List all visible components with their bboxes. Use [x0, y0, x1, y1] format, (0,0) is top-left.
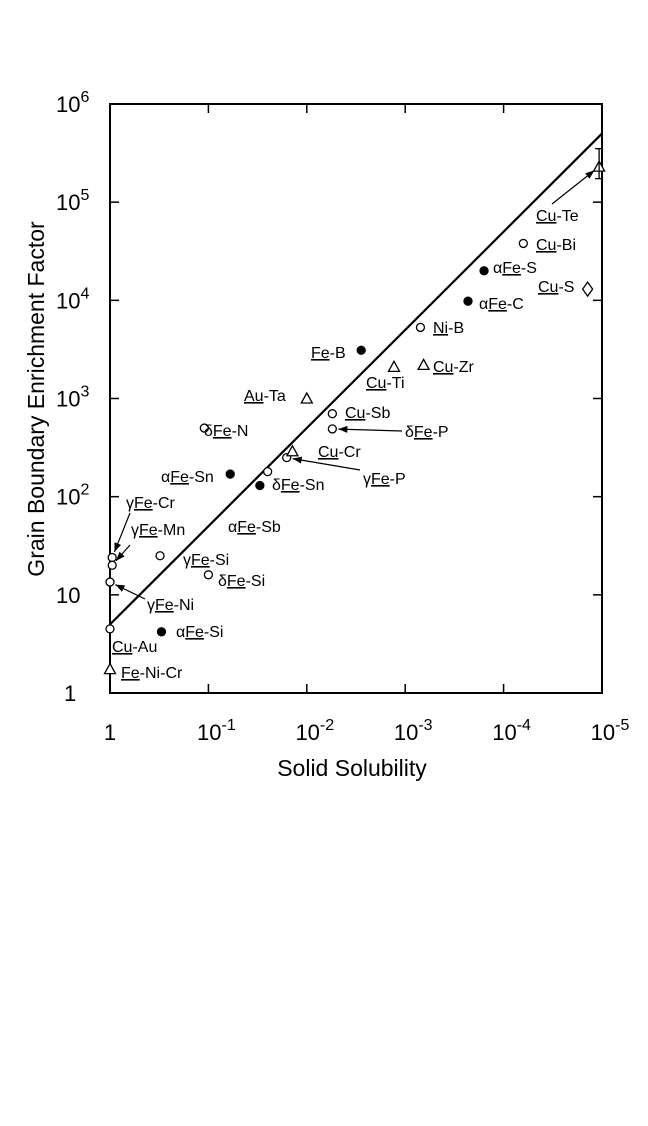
- callout-arrow: [292, 458, 361, 471]
- point-label: δFe-P: [405, 424, 449, 441]
- point-label: γFe-Mn: [131, 522, 185, 539]
- data-point: [105, 624, 115, 634]
- y-tick-label: 102: [56, 482, 89, 510]
- point-label: δFe-Sn: [272, 477, 324, 494]
- y-axis-title: Grain Boundary Enrichment Factor: [23, 221, 49, 577]
- data-point: [285, 444, 300, 457]
- point-label: αFe-Si: [176, 624, 223, 641]
- data-point: [155, 551, 165, 561]
- point-label: Cu-Sb: [345, 405, 390, 422]
- x-tick-label: 10-1: [197, 717, 236, 745]
- fit-line: [109, 132, 603, 626]
- point-label: γFe-Si: [183, 552, 229, 569]
- data-point: [255, 480, 265, 491]
- data-points: [103, 148, 606, 675]
- point-label: αFe-C: [479, 296, 524, 313]
- point-label: αFe-S: [493, 260, 537, 277]
- x-tick-label: 10-3: [394, 717, 433, 745]
- point-label: γFe-Ni: [147, 597, 194, 614]
- point-label: δFe-Si: [218, 573, 265, 590]
- point-label: γFe-Cr: [126, 495, 176, 512]
- data-point: [327, 424, 337, 434]
- data-point: [479, 266, 489, 276]
- point-label: Cu-Cr: [318, 444, 361, 461]
- y-tick-label: 10: [56, 583, 80, 608]
- callout-arrowhead: [585, 170, 595, 179]
- x-tick-label: 10-5: [591, 717, 630, 745]
- point-label: Au-Ta: [244, 388, 286, 405]
- point-label: Cu-Zr: [433, 359, 475, 376]
- callout-arrowhead: [292, 456, 303, 464]
- point-label: αFe-Sb: [228, 519, 281, 536]
- data-point: [415, 322, 426, 333]
- data-point: [356, 345, 366, 355]
- data-point: [463, 296, 473, 306]
- tick-labels: 1 10-1 10-2 10-3 10-4 10-5 1 10 102 103 104 105 106: [56, 89, 629, 745]
- point-label: Cu-Au: [112, 639, 157, 656]
- data-point: [156, 627, 167, 637]
- x-tick-label: 10-2: [295, 717, 334, 745]
- callout-arrowhead: [115, 584, 126, 592]
- data-point: [518, 238, 528, 249]
- axis-ticks: [109, 103, 603, 694]
- point-label: Cu-Te: [536, 208, 579, 225]
- point-label: Fe-B: [311, 345, 346, 362]
- data-point: [107, 552, 117, 563]
- data-point: [103, 662, 117, 675]
- y-tick-label: 1: [64, 681, 76, 706]
- point-label: αFe-Sn: [161, 469, 214, 486]
- data-point: [105, 577, 115, 587]
- x-tick-label: 10-4: [492, 717, 531, 745]
- data-point: [417, 358, 431, 371]
- point-label: Cu-Ti: [366, 375, 405, 392]
- callout-arrow: [338, 428, 403, 432]
- data-point: [581, 281, 594, 298]
- data-point: [262, 466, 273, 477]
- callout-arrow: [551, 169, 595, 205]
- callout-arrowhead: [116, 551, 125, 561]
- point-label: δFe-N: [204, 423, 248, 440]
- point-label: Cu-Bi: [536, 237, 576, 254]
- point-label: Cu-S: [538, 279, 574, 296]
- data-point: [327, 409, 337, 419]
- x-tick-label: 1: [104, 720, 116, 745]
- point-labels: Cu-Au Fe-Ni-Cr γFe-Cr γFe-Mn γFe-Ni αFe-Si γFe…: [112, 208, 579, 682]
- callout-arrowhead: [114, 542, 122, 552]
- data-point: [199, 423, 209, 433]
- data-point: [225, 469, 235, 479]
- data-point: [300, 391, 314, 404]
- point-label: Fe-Ni-Cr: [121, 665, 183, 682]
- y-tick-label: 105: [56, 187, 89, 215]
- point-label: γFe-P: [363, 471, 406, 488]
- data-point: [387, 360, 401, 373]
- y-tick-label: 106: [56, 89, 89, 117]
- y-tick-label: 103: [56, 384, 89, 412]
- point-label: Ni-B: [433, 320, 464, 337]
- data-point: [203, 570, 214, 580]
- data-point: [107, 560, 117, 570]
- callout-arrows: [113, 169, 595, 600]
- callout-arrowhead: [338, 425, 348, 433]
- x-axis-title: Solid Solubility: [277, 755, 427, 781]
- y-tick-label: 104: [56, 285, 89, 313]
